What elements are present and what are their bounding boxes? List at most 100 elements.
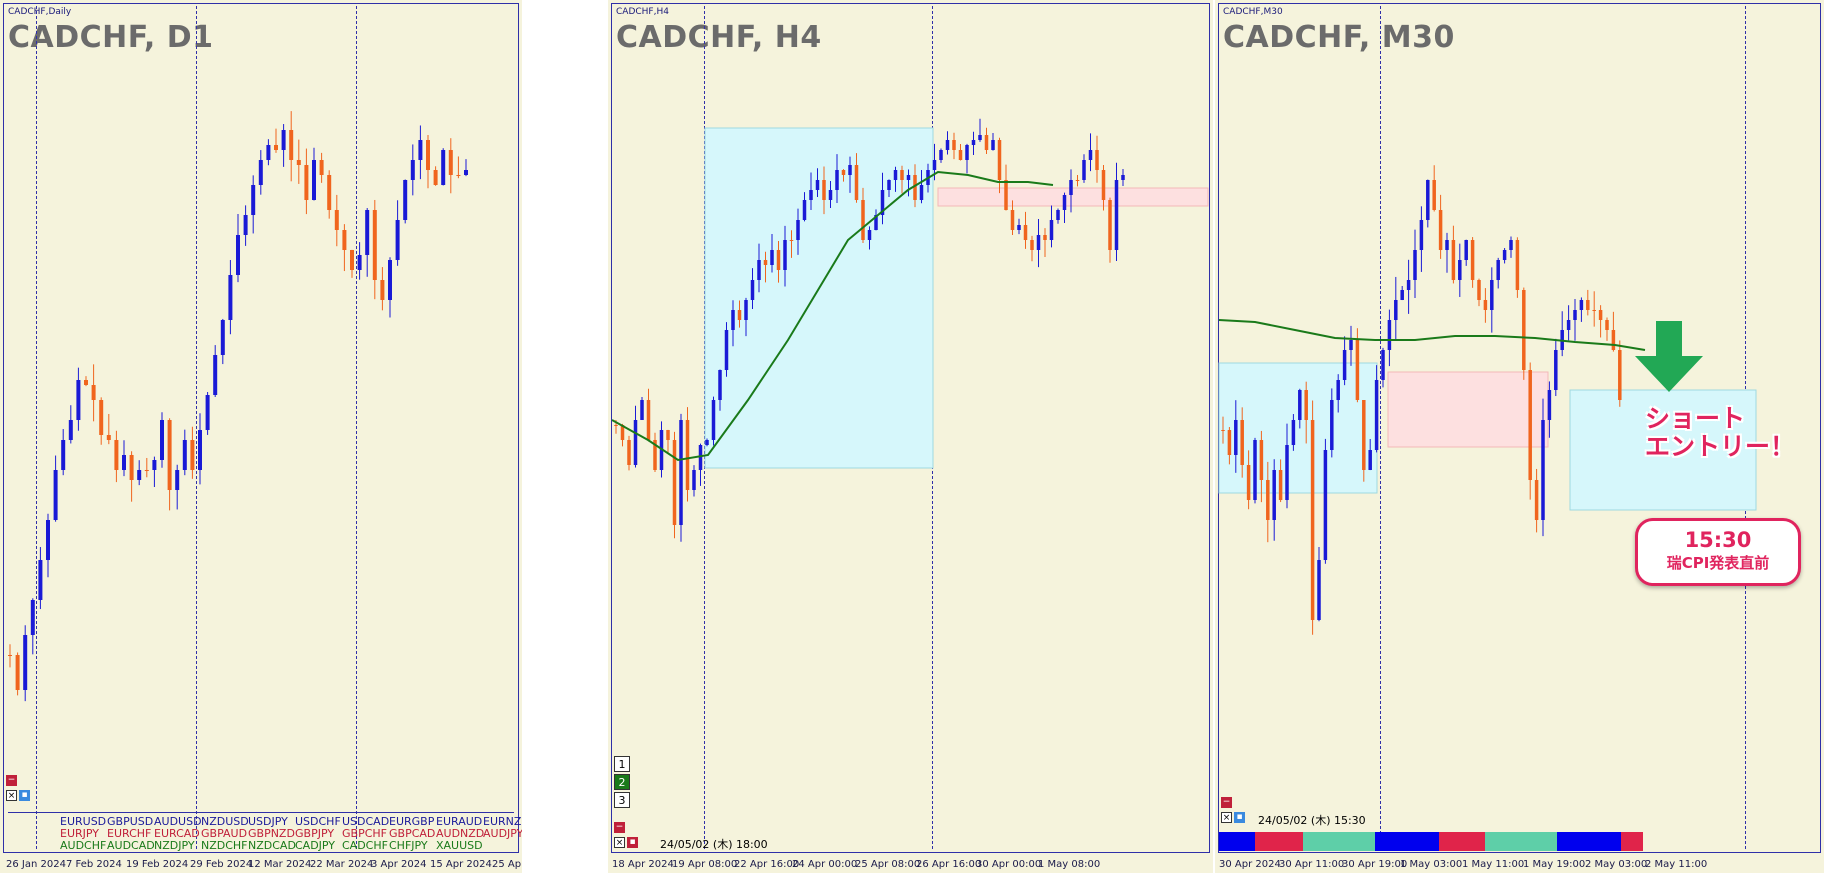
candle-body — [653, 440, 657, 470]
candle-body — [1272, 470, 1276, 520]
candle-body — [1368, 450, 1372, 470]
candle-body — [627, 440, 631, 465]
currency-pair-link[interactable]: AUDJPY — [483, 827, 522, 840]
candle-body — [672, 440, 677, 525]
candle-body — [1470, 240, 1475, 280]
candle-body — [945, 140, 950, 150]
candle-body — [1451, 240, 1456, 280]
candle-body — [1611, 330, 1616, 350]
currency-pair-link[interactable]: CADJPY — [295, 839, 336, 852]
candle-body — [1278, 470, 1283, 500]
timeframe-button-2[interactable]: 2 — [614, 774, 630, 790]
currency-pair-link[interactable]: NZDCHF — [201, 839, 248, 852]
candlestick-chart[interactable] — [608, 0, 1213, 873]
candle-body — [815, 180, 820, 190]
currency-pair-link[interactable]: GBPUSD — [107, 815, 154, 828]
minimize-icon[interactable]: − — [614, 822, 625, 833]
currency-pair-link[interactable]: GBPCAD — [389, 827, 436, 840]
candle-body — [731, 310, 735, 330]
candle-body — [1477, 280, 1481, 300]
candle-body — [1618, 350, 1622, 400]
candle-body — [167, 420, 172, 490]
candle-body — [1509, 240, 1513, 250]
currency-pair-link[interactable]: GBPCHF — [342, 827, 387, 840]
currency-pair-link[interactable]: EURCHF — [107, 827, 152, 840]
chart-panel-m30[interactable]: CADCHF,M30 CADCHF, M30 ショート エントリー！ 15:30… — [1215, 0, 1824, 873]
close-icon[interactable]: × — [6, 790, 17, 801]
candle-body — [160, 420, 164, 460]
candle-body — [1438, 210, 1443, 250]
currency-pair-link[interactable]: USDCHF — [295, 815, 341, 828]
date-tick-label: 1 May 03:00 — [1400, 859, 1463, 870]
candle-body — [61, 440, 66, 470]
panel-big-title: CADCHF, H4 — [616, 20, 822, 55]
candle-body — [828, 190, 833, 200]
record-icon[interactable]: ▪ — [627, 837, 638, 848]
candle-body — [152, 460, 157, 470]
date-tick-label: 26 Jan 2024 — [6, 859, 66, 870]
chart-panel-d1[interactable]: CADCHF,Daily CADCHF, D1 − × ▪ EURUSD GBPU… — [0, 0, 522, 873]
currency-pair-link[interactable]: AUDUSD — [154, 815, 202, 828]
candle-body — [91, 385, 96, 400]
minimize-icon[interactable]: − — [1221, 797, 1232, 808]
candle-body — [1049, 220, 1054, 240]
currency-pair-link[interactable]: NZDUSD — [201, 815, 249, 828]
currency-pair-link[interactable]: EURGBP — [389, 815, 435, 828]
panel-small-title: CADCHF,M30 — [1223, 7, 1283, 17]
chart-panel-h4[interactable]: CADCHF,H4 CADCHF, H4 1 2 3 − × ▪ 24/05/0… — [608, 0, 1213, 873]
currency-pair-link[interactable]: NZDJPY — [154, 839, 195, 852]
candle-body — [1075, 180, 1080, 181]
settings-icon[interactable]: ▪ — [1234, 812, 1245, 823]
currency-pair-link[interactable]: CHFJPY — [389, 839, 428, 852]
currency-pair-link[interactable]: EURUSD — [60, 815, 107, 828]
currency-pair-link[interactable]: GBPJPY — [295, 827, 335, 840]
candle-body — [213, 355, 218, 395]
candle-body — [1121, 175, 1125, 180]
currency-pair-link[interactable]: AUDCHF — [60, 839, 107, 852]
currency-pair-link[interactable]: AUDNZD — [436, 827, 485, 840]
date-tick-label: 1 May 19:00 — [1523, 859, 1586, 870]
currency-pair-link[interactable]: XAUUSD — [436, 839, 483, 852]
candle-body — [939, 150, 943, 160]
date-tick-label: 3 Apr 2024 — [371, 859, 427, 870]
candle-body — [620, 425, 625, 440]
timeframe-button-1[interactable]: 1 — [614, 756, 630, 772]
currency-pair-link[interactable]: GBPNZD — [248, 827, 295, 840]
currency-pair-grid: EURUSD GBPUSD AUDUSD NZDUSD USDJPY USDCHF USDC… — [8, 812, 522, 852]
date-axis: 18 Apr 2024 19 Apr 08:00 22 Apr 16:00 24 Ap… — [608, 855, 1213, 873]
currency-pair-link[interactable]: GBPAUD — [201, 827, 248, 840]
currency-pair-link[interactable]: EURJPY — [60, 827, 99, 840]
currency-pair-link[interactable]: AUDCAD — [107, 839, 155, 852]
currency-pair-link[interactable]: CADCHF — [342, 839, 388, 852]
candle-body — [991, 140, 995, 150]
candle-body — [1406, 280, 1411, 290]
currency-pair-link[interactable]: NZDCAD — [248, 839, 296, 852]
candle-body — [365, 210, 370, 255]
currency-pair-link[interactable]: EURNZD — [483, 815, 522, 828]
currency-pair-link[interactable]: EURAUD — [436, 815, 483, 828]
supply-zone — [1387, 371, 1549, 448]
candlestick-chart[interactable] — [1215, 0, 1824, 873]
close-icon[interactable]: × — [614, 837, 625, 848]
candle-body — [978, 135, 982, 140]
candle-body — [220, 320, 225, 355]
currency-pair-link[interactable]: EURCAD — [154, 827, 200, 840]
timeframe-button-3[interactable]: 3 — [614, 792, 630, 808]
candle-body — [705, 440, 709, 445]
currency-pair-link[interactable]: USDCAD — [342, 815, 390, 828]
settings-icon[interactable]: ▪ — [19, 790, 30, 801]
timestamp-label: 24/05/02 (木) 18:00 — [660, 838, 768, 851]
candle-body — [1304, 390, 1308, 420]
candle-body — [1253, 440, 1257, 500]
candle-body — [1515, 240, 1520, 290]
currency-pair-link[interactable]: USDJPY — [248, 815, 288, 828]
minimize-icon[interactable]: − — [6, 775, 17, 786]
candle-body — [789, 240, 794, 241]
candle-body — [1445, 240, 1449, 250]
down-arrow-icon — [1635, 321, 1703, 392]
candle-body — [1387, 320, 1392, 350]
candlestick-chart[interactable] — [0, 0, 522, 873]
candle-body — [1381, 350, 1385, 380]
candle-body — [388, 260, 392, 300]
close-icon[interactable]: × — [1221, 812, 1232, 823]
